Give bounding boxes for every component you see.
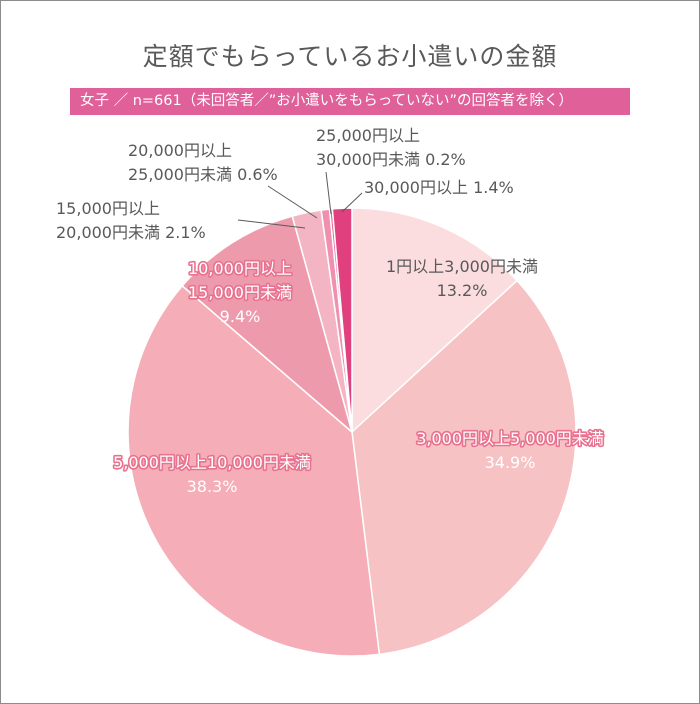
slice-label-7-line-2: 30,000円未満 0.2%: [316, 150, 466, 169]
slice-value-3: 38.3%: [187, 477, 238, 496]
slice-label-7-line-1: 25,000円以上: [316, 126, 420, 145]
slice-label-6-line-1: 20,000円以上: [128, 141, 232, 160]
pie-slices: [127, 207, 577, 657]
slice-label-3-line-1: 5,000円以上10,000円未満: [113, 453, 311, 472]
slice-label-5-line-2: 20,000円未満 2.1%: [56, 223, 206, 242]
slice-label-8-line-1: 30,000円以上 1.4%: [364, 178, 514, 197]
pie-slice-1: [351, 207, 519, 434]
pie-slice-4: [181, 215, 354, 435]
slice-label-1-line-1: 1円以上3,000円未満: [386, 257, 538, 276]
slice-label-2-line-1: 3,000円以上5,000円未満: [416, 429, 604, 448]
slice-label-6-line-2: 25,000円未満 0.6%: [128, 165, 278, 184]
leader-line-8: [341, 192, 363, 213]
slice-value-2: 34.9%: [485, 453, 536, 472]
slice-label-5-line-1: 15,000円以上: [56, 199, 160, 218]
chart-title: 定額でもらっているお小遣いの金額: [142, 42, 558, 71]
pie-slice-8: [331, 207, 353, 433]
slice-label-4-line-1: 10,000円以上: [188, 259, 292, 278]
leader-line-5: [237, 219, 306, 229]
pie-slice-2: [351, 279, 577, 656]
leader-lines: [237, 171, 363, 229]
leader-line-7: [325, 171, 332, 215]
chart-subtitle: 女子 ／ n=661（未回答者／”お小遣いをもらっていない”の回答者を除く）: [70, 88, 630, 115]
slice-value-1: 13.2%: [437, 281, 488, 300]
slice-label-4-line-2: 15,000円未満: [188, 283, 292, 302]
slice-labels: 1円以上3,000円未満 13.2% 3,000円以上5,000円未満 34.9% 5,…: [56, 126, 605, 496]
slice-value-4: 9.4%: [220, 307, 261, 326]
leader-line-6: [267, 185, 318, 219]
pie-slice-3: [127, 284, 381, 657]
